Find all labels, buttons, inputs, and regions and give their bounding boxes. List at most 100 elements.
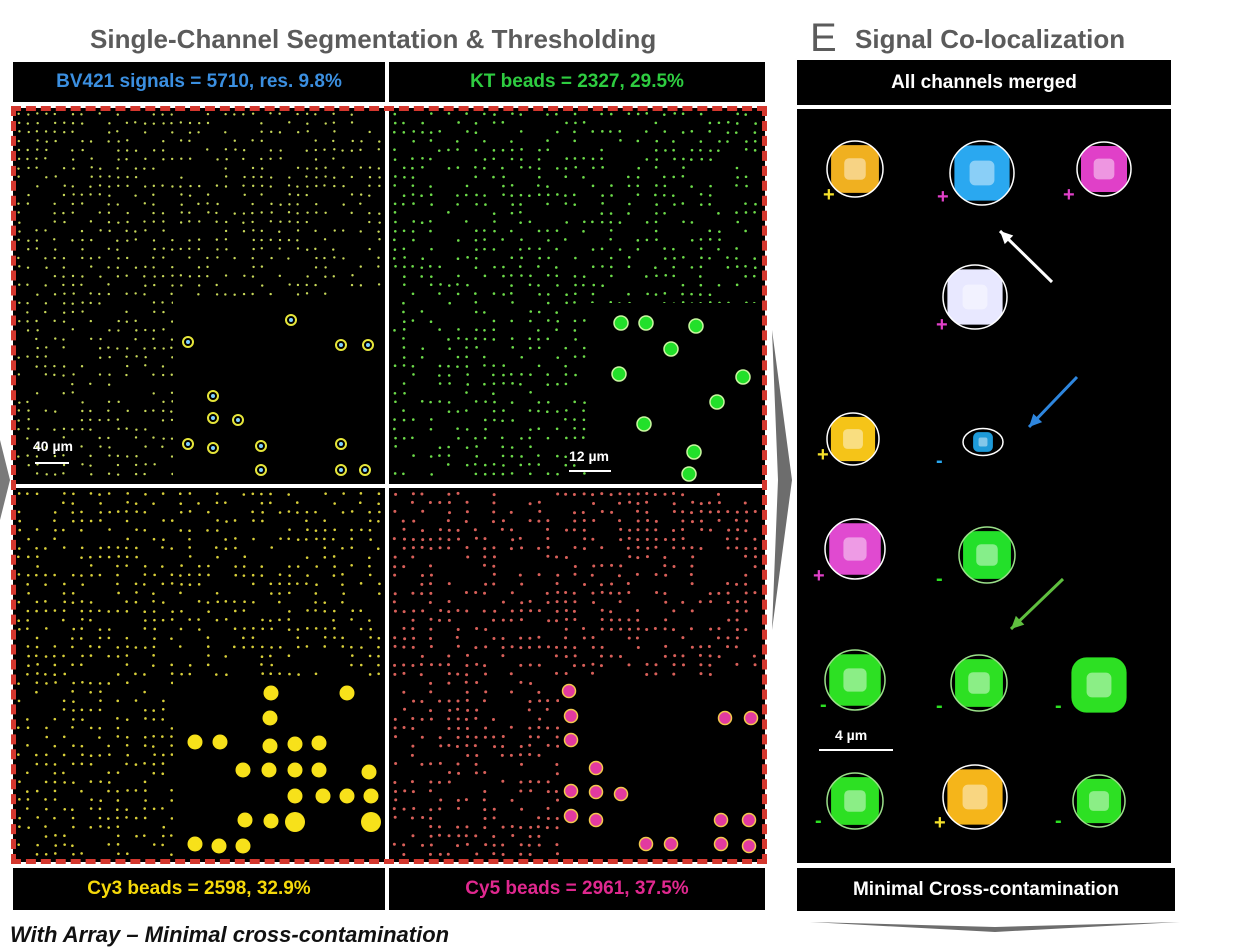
bead-dot bbox=[206, 636, 210, 639]
bead-dot bbox=[169, 834, 173, 837]
coloc-spot bbox=[1081, 146, 1127, 192]
bead-dot bbox=[153, 283, 156, 287]
bead-dot bbox=[351, 139, 354, 143]
bead-dot bbox=[116, 275, 120, 278]
bead-dot bbox=[555, 328, 558, 332]
bead-dot bbox=[465, 545, 469, 549]
bead-dot bbox=[251, 573, 255, 577]
bead-dot bbox=[117, 257, 120, 260]
bead-dot bbox=[198, 220, 201, 223]
bead-dot bbox=[261, 672, 264, 675]
bead-dot bbox=[474, 166, 477, 169]
bead-dot bbox=[152, 654, 155, 657]
bead-dot bbox=[609, 591, 613, 595]
coloc-sign: - bbox=[936, 695, 943, 717]
bead-dot bbox=[18, 401, 21, 404]
bead-dot bbox=[125, 555, 129, 559]
bead-dot bbox=[44, 284, 47, 287]
bead-dot bbox=[62, 454, 65, 457]
bead-dot bbox=[654, 293, 658, 296]
bead-dot bbox=[420, 545, 424, 549]
bead-dot bbox=[81, 310, 84, 313]
bead-dot bbox=[125, 320, 128, 323]
bead-dot bbox=[296, 565, 300, 568]
bead-dot bbox=[537, 645, 541, 649]
bead-dot bbox=[368, 654, 372, 658]
bead-dot bbox=[126, 645, 129, 648]
bottom-chevron bbox=[810, 922, 1180, 932]
coloc-ring bbox=[949, 140, 1015, 206]
bead-dot bbox=[35, 789, 39, 793]
bead-dot bbox=[753, 565, 757, 569]
bead-dot bbox=[483, 382, 486, 386]
bead-dot bbox=[528, 502, 532, 506]
bead-dot bbox=[143, 762, 146, 765]
bead-dot bbox=[98, 193, 102, 196]
bead-dot bbox=[556, 410, 559, 413]
bead-dot bbox=[528, 472, 532, 476]
bead-dot bbox=[53, 573, 56, 577]
bead-dot bbox=[332, 574, 336, 577]
bead-dot bbox=[456, 283, 459, 286]
bead-dot bbox=[394, 735, 398, 739]
bead-dot bbox=[17, 699, 21, 703]
bead-dot bbox=[18, 319, 21, 323]
bead-dot bbox=[500, 527, 504, 531]
bead-dot bbox=[394, 445, 397, 448]
bead-dot bbox=[672, 265, 675, 269]
bead-dot bbox=[735, 582, 739, 586]
bead-dot bbox=[601, 166, 604, 169]
bead-dot bbox=[429, 681, 433, 685]
bead-dot bbox=[161, 735, 164, 738]
bead-dot bbox=[726, 131, 730, 134]
coloc-spot bbox=[831, 777, 879, 825]
bead-dot bbox=[726, 582, 730, 586]
bead-dot bbox=[98, 636, 102, 640]
bead-dot bbox=[305, 112, 309, 116]
bead-dot bbox=[368, 573, 372, 577]
bead-dot bbox=[555, 817, 559, 821]
bead-dot bbox=[36, 672, 39, 675]
bead-dot bbox=[251, 202, 254, 206]
blue-arrow-head bbox=[1029, 413, 1043, 427]
bead-dot bbox=[411, 157, 414, 160]
bead-dot bbox=[520, 238, 523, 241]
signal-core bbox=[211, 416, 215, 420]
bead-dot bbox=[601, 284, 604, 288]
bead-dot bbox=[134, 194, 137, 197]
bead-dot bbox=[411, 292, 415, 296]
bead-dot bbox=[734, 131, 738, 134]
bead-dot bbox=[573, 572, 577, 576]
bead-dot bbox=[107, 292, 110, 296]
bead-dot bbox=[80, 556, 83, 559]
bead-dot bbox=[447, 338, 450, 341]
bead-dot bbox=[144, 799, 147, 802]
bead-dot bbox=[528, 636, 532, 640]
bead-dot bbox=[162, 519, 165, 522]
bead-dot bbox=[125, 229, 128, 233]
bead-dot bbox=[63, 582, 66, 586]
bead-dot bbox=[234, 573, 238, 577]
bead-dot bbox=[655, 238, 658, 241]
bead-dot bbox=[483, 463, 487, 467]
bead-dot bbox=[242, 113, 245, 116]
bead-dot bbox=[708, 229, 712, 233]
segmented-bead bbox=[361, 812, 381, 832]
bead-dot bbox=[368, 519, 372, 523]
bead-dot bbox=[663, 292, 667, 295]
bead-dot bbox=[116, 248, 119, 251]
bead-dot bbox=[393, 663, 397, 667]
bead-dot bbox=[80, 229, 84, 233]
bead-dot bbox=[306, 167, 309, 170]
bead-dot bbox=[537, 454, 540, 457]
bead-dot bbox=[519, 463, 523, 467]
bead-dot bbox=[315, 202, 318, 206]
bead-dot bbox=[306, 122, 309, 125]
bead-dot bbox=[483, 826, 487, 830]
bead-dot bbox=[18, 816, 21, 820]
bead-dot bbox=[673, 112, 677, 115]
bead-dot bbox=[483, 789, 487, 793]
bead-dot bbox=[72, 492, 75, 496]
bead-dot bbox=[438, 129, 442, 133]
bead-dot bbox=[242, 221, 245, 224]
